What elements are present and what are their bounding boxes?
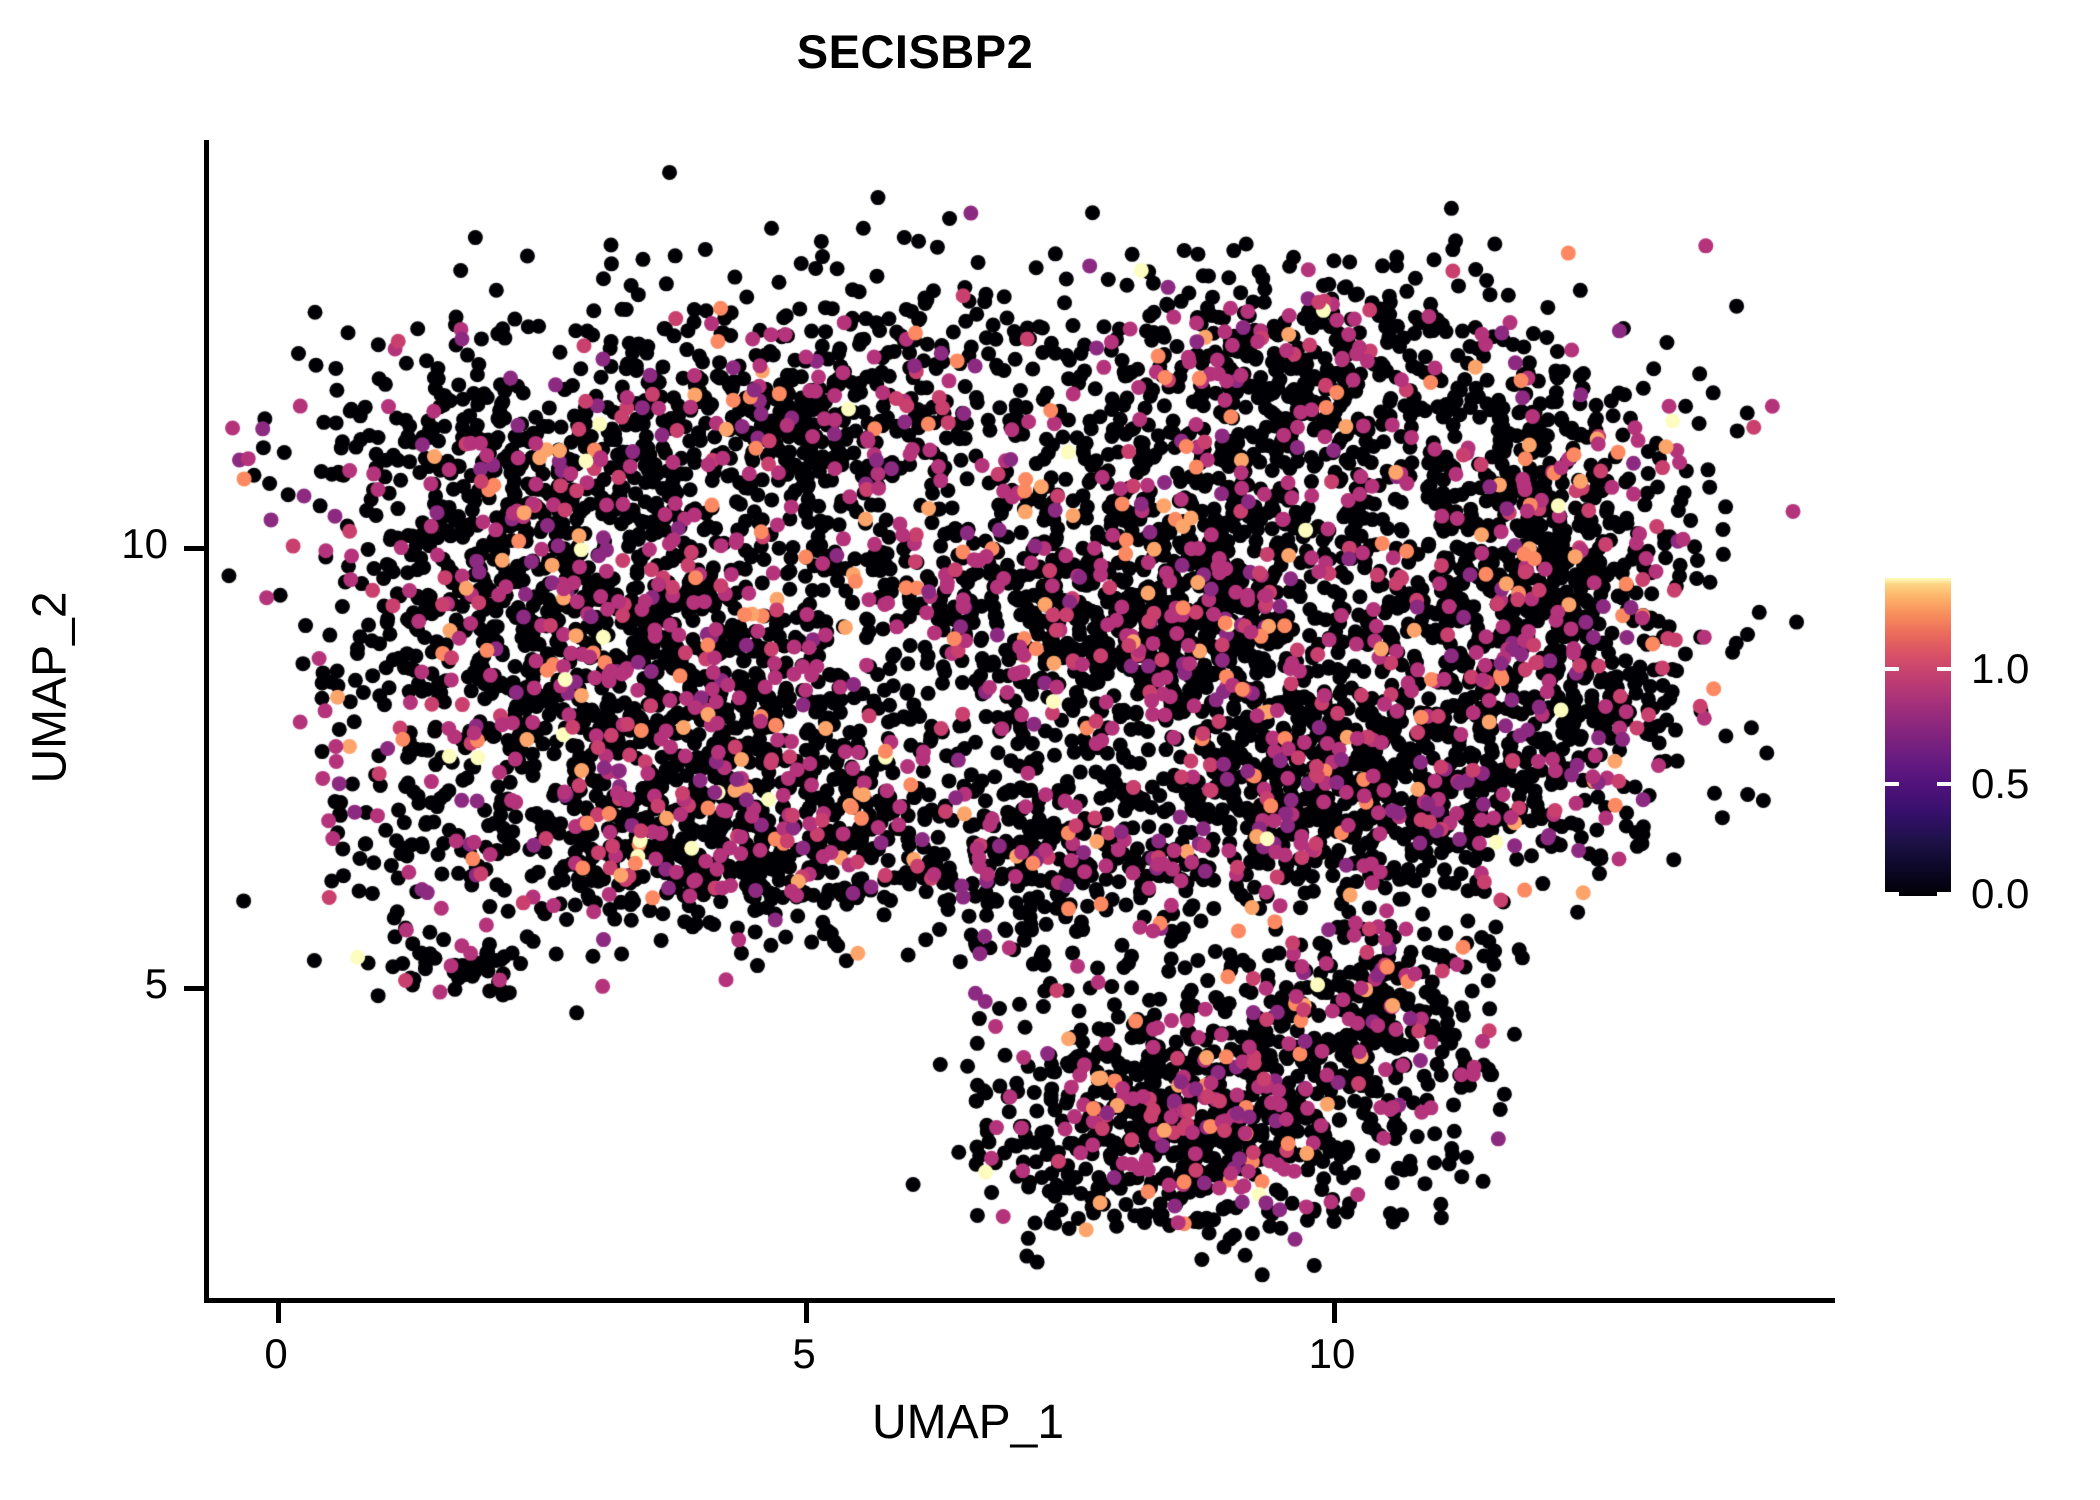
- colorbar-gradient: [1885, 578, 1951, 896]
- colorbar-tick-0.5-left: [1885, 782, 1899, 786]
- colorbar-tick-0.0-right: [1937, 892, 1951, 896]
- x-ticklabel-5: 5: [792, 1330, 816, 1377]
- scatter-points-canvas: [204, 140, 1835, 1300]
- x-axis-line: [204, 1298, 1835, 1303]
- colorbar-legend: 1.0 0.5 0.0: [1885, 578, 2029, 917]
- x-tick-5: [804, 1303, 809, 1323]
- page-title: SECISBP2: [796, 25, 1034, 78]
- x-ticklabel-0: 0: [264, 1330, 288, 1377]
- y-ticklabel-10: 10: [121, 520, 168, 567]
- x-tick-0: [276, 1303, 281, 1323]
- y-axis-title: UMAP_2: [23, 591, 77, 784]
- colorbar-tick-0.0-left: [1885, 892, 1899, 896]
- x-tick-10: [1332, 1303, 1337, 1323]
- colorbar-tick-1.0-left: [1885, 667, 1899, 671]
- colorbar-tick-1.0-right: [1937, 667, 1951, 671]
- x-axis-title: UMAP_1: [871, 1396, 1065, 1449]
- scatter-plot-area: [204, 140, 1835, 1300]
- colorbar-label-0.5: 0.5: [1971, 760, 2030, 807]
- x-ticklabel-10: 10: [1308, 1330, 1356, 1377]
- colorbar-tick-0.5-right: [1937, 782, 1951, 786]
- colorbar-label-0.0: 0.0: [1971, 870, 2030, 917]
- y-tick-10: [184, 546, 204, 551]
- y-tick-5: [184, 986, 204, 991]
- y-ticklabel-5: 5: [144, 960, 168, 1007]
- colorbar-label-1.0: 1.0: [1971, 645, 2030, 692]
